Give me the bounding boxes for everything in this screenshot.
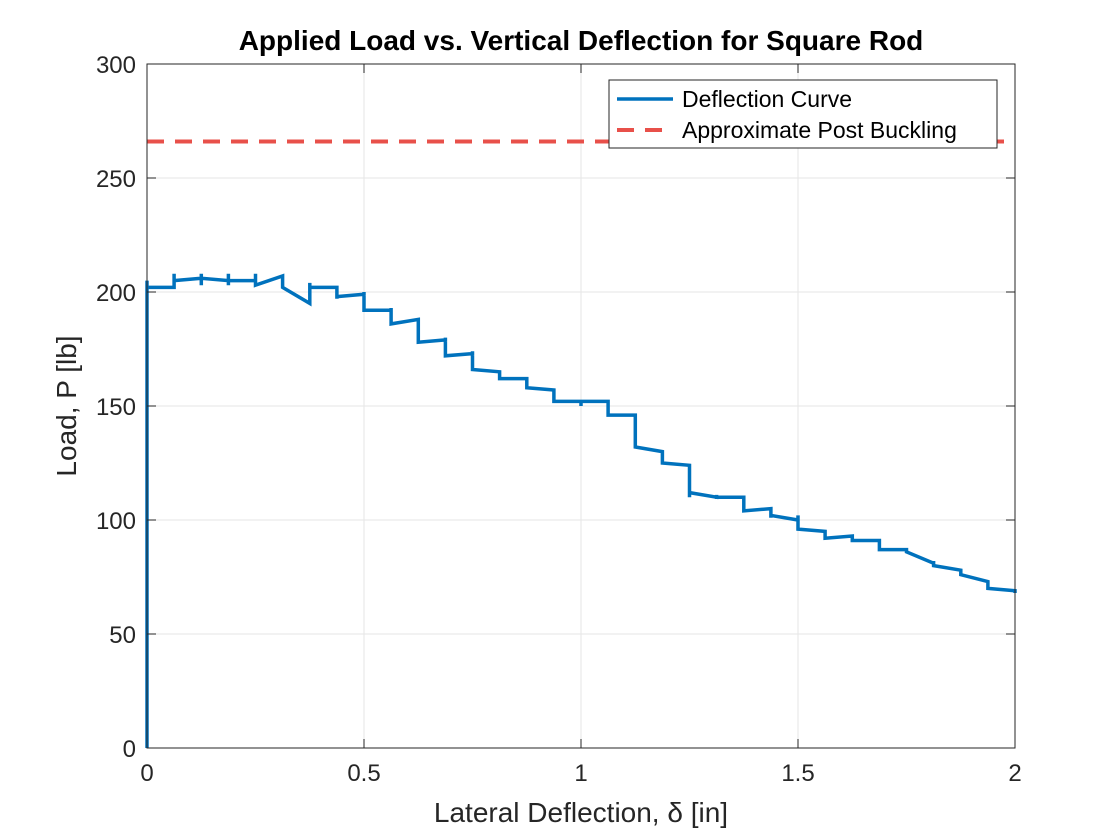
axis-ticks: 0 0.5 1 1.5 2 0 50 100 150 200 250 300 bbox=[96, 52, 1022, 787]
y-tick-label: 100 bbox=[96, 508, 136, 535]
plot-series bbox=[145, 139, 1017, 748]
x-axis-title: Lateral Deflection, δ [in] bbox=[434, 797, 728, 828]
x-tick-label: 0 bbox=[140, 760, 153, 787]
y-tick-label: 250 bbox=[96, 166, 136, 193]
x-tick-label: 1.5 bbox=[781, 760, 814, 787]
y-tick-label: 0 bbox=[123, 736, 136, 763]
legend-label: Deflection Curve bbox=[682, 86, 852, 112]
x-tick-label: 1 bbox=[574, 760, 587, 787]
legend: Deflection Curve Approximate Post Bucklin… bbox=[608, 79, 998, 149]
legend-label: Approximate Post Buckling bbox=[682, 117, 957, 143]
y-tick-label: 200 bbox=[96, 280, 136, 307]
y-tick-label: 150 bbox=[96, 394, 136, 421]
chart-title: Applied Load vs. Vertical Deflection for… bbox=[239, 25, 924, 56]
y-tick-label: 300 bbox=[96, 52, 136, 79]
legend-box bbox=[608, 79, 998, 149]
x-tick-label: 0.5 bbox=[347, 760, 380, 787]
y-axis-title: Load, P [lb] bbox=[51, 335, 82, 476]
x-tick-label: 2 bbox=[1008, 760, 1021, 787]
series-deflection-curve-line bbox=[145, 273, 1017, 748]
y-tick-label: 50 bbox=[109, 622, 136, 649]
